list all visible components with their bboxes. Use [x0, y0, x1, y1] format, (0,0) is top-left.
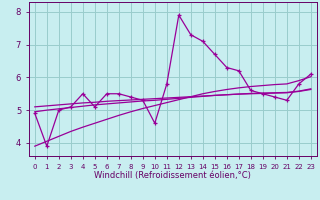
X-axis label: Windchill (Refroidissement éolien,°C): Windchill (Refroidissement éolien,°C) [94, 171, 251, 180]
